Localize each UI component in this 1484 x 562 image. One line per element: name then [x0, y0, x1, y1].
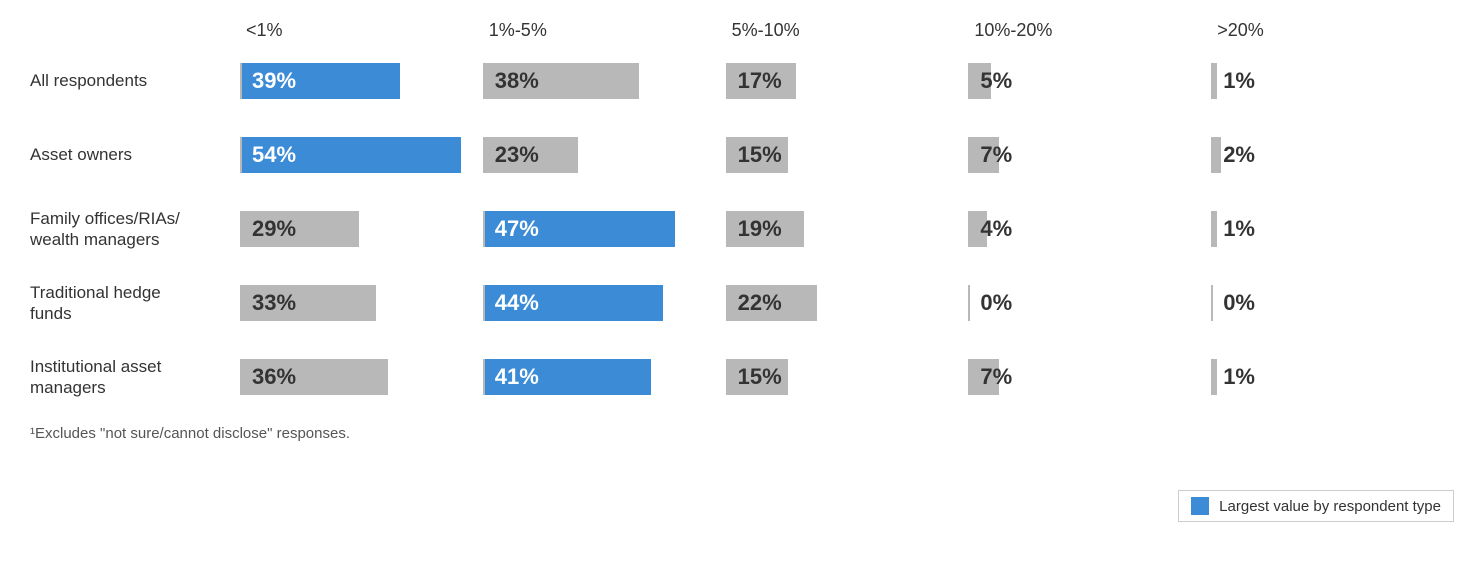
cell: 0% — [968, 277, 1211, 329]
bar-value-label: 39% — [242, 68, 296, 94]
data-row: Traditional hedgefunds33% 44% 22% 0% 0% — [30, 277, 1454, 329]
bar-value-label: 15% — [728, 142, 782, 168]
legend-label: Largest value by respondent type — [1219, 498, 1441, 515]
bar: 23% — [485, 137, 578, 173]
bar-value-label: 2% — [1213, 142, 1255, 168]
row-label: Family offices/RIAs/wealth managers — [30, 208, 240, 251]
bar-value-label: 1% — [1213, 216, 1255, 242]
column-header: 10%-20% — [968, 20, 1211, 41]
cell: 2% — [1211, 129, 1454, 181]
footnote: ¹Excludes "not sure/cannot disclose" res… — [30, 425, 1454, 442]
bar-value-label: 1% — [1213, 68, 1255, 94]
cell: 19% — [726, 203, 969, 255]
cell: 7% — [968, 129, 1211, 181]
row-label: Traditional hedgefunds — [30, 282, 240, 325]
bar-value-label: 0% — [970, 290, 1012, 316]
bar-value-label: 7% — [970, 364, 1012, 390]
bar: 1% — [1213, 359, 1217, 395]
bar: 15% — [728, 359, 789, 395]
bar: 36% — [242, 359, 388, 395]
cell: 33% — [240, 277, 483, 329]
row-label: Asset owners — [30, 144, 240, 165]
column-header: 1%-5% — [483, 20, 726, 41]
bar: 47% — [485, 211, 675, 247]
bar-value-label: 38% — [485, 68, 539, 94]
bar-value-label: 54% — [242, 142, 296, 168]
bar: 19% — [728, 211, 805, 247]
bar-value-label: 4% — [970, 216, 1012, 242]
cell: 5% — [968, 55, 1211, 107]
bar: 29% — [242, 211, 359, 247]
row-label: All respondents — [30, 70, 240, 91]
bar-value-label: 7% — [970, 142, 1012, 168]
bar-value-label: 23% — [485, 142, 539, 168]
bar: 4% — [970, 211, 986, 247]
bar: 33% — [242, 285, 376, 321]
bar: 2% — [1213, 137, 1221, 173]
cell: 4% — [968, 203, 1211, 255]
bar-value-label: 22% — [728, 290, 782, 316]
cell: 29% — [240, 203, 483, 255]
bar-value-label: 33% — [242, 290, 296, 316]
bar: 1% — [1213, 211, 1217, 247]
cell: 44% — [483, 277, 726, 329]
data-row: All respondents39% 38% 17% 5% 1% — [30, 55, 1454, 107]
bar: 44% — [485, 285, 663, 321]
bar: 5% — [970, 63, 990, 99]
data-row: Asset owners54% 23% 15% 7% 2% — [30, 129, 1454, 181]
cell: 17% — [726, 55, 969, 107]
legend-swatch — [1191, 497, 1209, 515]
cell: 1% — [1211, 203, 1454, 255]
bar-value-label: 5% — [970, 68, 1012, 94]
bar-value-label: 41% — [485, 364, 539, 390]
bar-value-label: 0% — [1213, 290, 1255, 316]
cell: 15% — [726, 351, 969, 403]
cell: 1% — [1211, 55, 1454, 107]
cell: 0% — [1211, 277, 1454, 329]
bar-value-label: 19% — [728, 216, 782, 242]
bar: 54% — [242, 137, 461, 173]
cell: 39% — [240, 55, 483, 107]
bar: 22% — [728, 285, 817, 321]
cell: 22% — [726, 277, 969, 329]
bar-value-label: 17% — [728, 68, 782, 94]
bar-value-label: 29% — [242, 216, 296, 242]
bar-value-label: 1% — [1213, 364, 1255, 390]
bar-value-label: 47% — [485, 216, 539, 242]
data-row: Institutional assetmanagers36% 41% 15% 7% 1% — [30, 351, 1454, 403]
row-label: Institutional assetmanagers — [30, 356, 240, 399]
column-header: 5%-10% — [726, 20, 969, 41]
bar: 1% — [1213, 63, 1217, 99]
cell: 1% — [1211, 351, 1454, 403]
cell: 36% — [240, 351, 483, 403]
cell: 54% — [240, 129, 483, 181]
data-row: Family offices/RIAs/wealth managers29% 47… — [30, 203, 1454, 255]
cell: 38% — [483, 55, 726, 107]
cell: 41% — [483, 351, 726, 403]
bar: 7% — [970, 359, 998, 395]
column-header: <1% — [240, 20, 483, 41]
bar-value-label: 15% — [728, 364, 782, 390]
legend: Largest value by respondent type — [1178, 490, 1454, 522]
bar: 38% — [485, 63, 639, 99]
chart-container: <1%1%-5%5%-10%10%-20%>20% All respondent… — [0, 0, 1484, 562]
column-header: >20% — [1211, 20, 1454, 41]
bar: 7% — [970, 137, 998, 173]
bar-value-label: 44% — [485, 290, 539, 316]
cell: 15% — [726, 129, 969, 181]
bar-value-label: 36% — [242, 364, 296, 390]
bar: 41% — [485, 359, 651, 395]
rows-container: All respondents39% 38% 17% 5% 1% Asset owners… — [30, 55, 1454, 403]
column-header-row: <1%1%-5%5%-10%10%-20%>20% — [30, 20, 1454, 41]
cell: 47% — [483, 203, 726, 255]
cell: 7% — [968, 351, 1211, 403]
cell: 23% — [483, 129, 726, 181]
bar: 17% — [728, 63, 797, 99]
bar: 15% — [728, 137, 789, 173]
bar: 39% — [242, 63, 400, 99]
